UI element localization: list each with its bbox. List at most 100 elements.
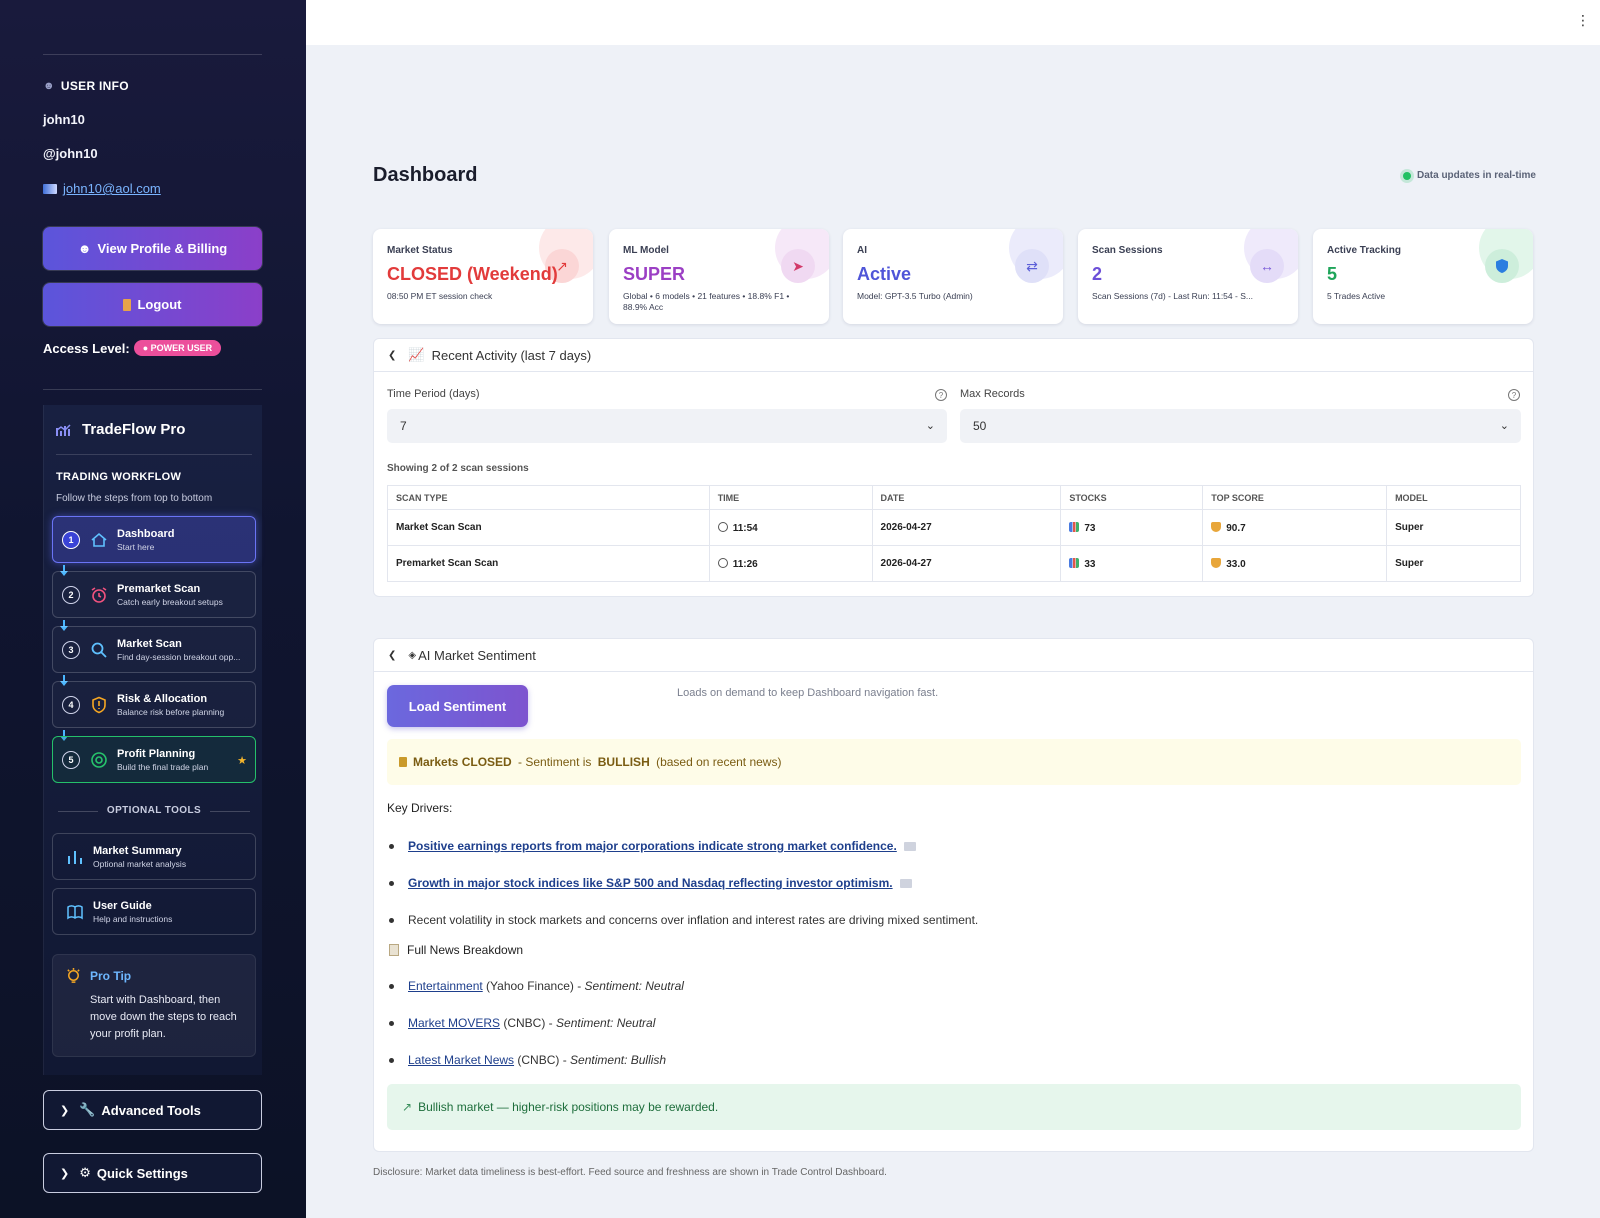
bar-chart-icon [65,847,85,867]
star-icon: ★ [237,755,247,767]
chevron-right-icon: ❯ [60,1104,70,1117]
tool-user-guide[interactable]: User Guide Help and instructions [52,888,256,935]
list-item: Recent volatility in stock markets and c… [387,913,978,927]
card-value: 2 [1092,264,1103,284]
power-user-badge: ● POWER USER [133,340,222,356]
step-number: 3 [62,640,80,659]
load-sentiment-button[interactable]: Load Sentiment [387,685,528,727]
card-active-tracking: Active Tracking 5 5 Trades Active [1313,229,1533,324]
user-handle: @john10 [43,146,98,161]
sidebar: ☻ USER INFO john10 @john10 john10@aol.co… [0,0,306,1218]
max-records-select[interactable]: 50 ⌄ [960,409,1521,443]
arrows-horizontal-icon: ↔ [1250,249,1284,283]
user-icon: ☻ [77,241,92,256]
driver-link[interactable]: Growth in major stock indices like S&P 5… [408,876,893,890]
wrench-icon: 🔧 [79,1102,96,1117]
arrow-up-right-icon: ↗ [545,249,579,283]
column-header: TIME [708,485,873,510]
pro-tip-body: Start with Dashboard, then move down the… [90,994,237,1040]
tool-name: Market Summary [93,844,182,857]
column-header: DATE [871,485,1062,510]
showing-count: Showing 2 of 2 scan sessions [387,463,529,474]
status-dot [1403,171,1411,180]
quick-settings-expander[interactable]: ❯ ⚙ Quick Settings [43,1153,262,1193]
tool-market-summary[interactable]: Market Summary Optional market analysis [52,833,256,880]
load-hint: Loads on demand to keep Dashboard naviga… [677,687,939,699]
trophy-icon [1211,557,1222,568]
clock-icon [717,521,728,532]
pro-tip-title: Pro Tip [90,968,132,983]
column-header: STOCKS [1060,485,1204,510]
table-row: Market Scan Scan 11:54 2026-04-27 73 90.… [387,509,1521,546]
column-header: SCAN TYPE [387,485,710,510]
brain-icon: ◈ [408,649,417,661]
pro-tip: Pro Tip Start with Dashboard, then move … [52,954,256,1057]
swap-icon: ⇄ [1015,249,1049,283]
recent-activity-panel: ❮ 📈 Recent Activity (last 7 days) Time P… [373,338,1534,597]
workflow-panel: TradeFlow Pro TRADING WORKFLOW Follow th… [43,405,262,1075]
news-item: Entertainment (Yahoo Finance) - Sentimen… [387,979,684,993]
news-item: Market MOVERS (CNBC) - Sentiment: Neutra… [387,1016,655,1030]
logout-button[interactable]: Logout [43,283,262,326]
step-arrow [60,565,68,576]
optional-tools-heading: OPTIONAL TOOLS [52,805,256,816]
news-link[interactable]: Latest Market News [408,1053,515,1067]
receipt-icon [389,944,399,956]
ai-sentiment-header[interactable]: ❮ ◈ AI Market Sentiment [374,639,1533,672]
email-link[interactable]: john10@aol.com [63,181,161,196]
kebab-menu-icon[interactable]: ⋮ [1576,12,1590,28]
news-link[interactable]: Entertainment [408,979,483,993]
driver-link[interactable]: Positive earnings reports from major cor… [408,839,897,853]
lock-icon [399,757,407,767]
divider [43,54,262,55]
chevron-down-icon: ⌄ [1499,420,1509,432]
ai-sentiment-panel: ❮ ◈ AI Market Sentiment Load Sentiment L… [373,638,1534,1152]
advanced-tools-expander[interactable]: ❯ 🔧 Advanced Tools [43,1090,262,1130]
list-item: Growth in major stock indices like S&P 5… [387,876,912,890]
newspaper-icon [899,878,912,888]
access-level: Access Level: ● POWER USER [43,340,222,356]
card-value: SUPER [623,264,686,284]
time-period-select[interactable]: 7 ⌄ [387,409,947,443]
shield-icon [89,695,109,715]
step-arrow [60,675,68,686]
table-header-row: SCAN TYPE TIME DATE STOCKS TOP SCORE MOD… [387,485,1521,510]
recent-activity-header[interactable]: ❮ 📈 Recent Activity (last 7 days) [374,339,1533,372]
chevron-down-icon: ⌄ [925,420,935,432]
chevron-down-icon: ❮ [388,349,397,361]
page-title: Dashboard [373,164,478,186]
chevron-right-icon: ❯ [60,1167,70,1180]
max-records-label: Max Records [960,388,1025,400]
divider [56,454,252,455]
clock-icon [717,557,728,568]
tool-desc: Optional market analysis [93,858,187,869]
shield-icon [1485,249,1519,283]
target-icon [89,750,109,770]
help-icon[interactable]: ? [1508,389,1520,401]
workflow-step-profit-planning[interactable]: 5 Profit Planning Build the final trade … [52,736,256,783]
step-number: 4 [62,695,80,714]
step-desc: Start here [117,541,155,552]
book-icon [65,902,85,922]
step-name: Dashboard [117,527,175,540]
user-info-heading: ☻ USER INFO [43,79,129,93]
time-period-label: Time Period (days) [387,388,480,400]
help-icon[interactable]: ? [935,389,947,401]
step-desc: Find day-session breakout opp... [117,651,241,662]
bullish-note: ↗ Bullish market — higher-risk positions… [387,1084,1521,1130]
news-link[interactable]: Market MOVERS [408,1016,501,1030]
workflow-step-dashboard[interactable]: 1 Dashboard Start here [52,516,256,563]
workflow-step-market-scan[interactable]: 3 Market Scan Find day-session breakout … [52,626,256,673]
step-desc: Catch early breakout setups [117,596,223,607]
view-profile-button[interactable]: ☻ View Profile & Billing [43,227,262,270]
gear-icon: ⚙ [79,1165,91,1180]
step-number: 1 [62,530,80,549]
step-desc: Build the final trade plan [117,761,209,772]
workflow-step-premarket-scan[interactable]: 2 Premarket Scan Catch early breakout se… [52,571,256,618]
workflow-step-risk-allocation[interactable]: 4 Risk & Allocation Balance risk before … [52,681,256,728]
bar-chart-icon [1069,521,1080,532]
home-icon [89,530,109,550]
newspaper-icon [903,841,916,851]
driver-text: Recent volatility in stock markets and c… [408,913,979,927]
step-number: 5 [62,750,80,769]
